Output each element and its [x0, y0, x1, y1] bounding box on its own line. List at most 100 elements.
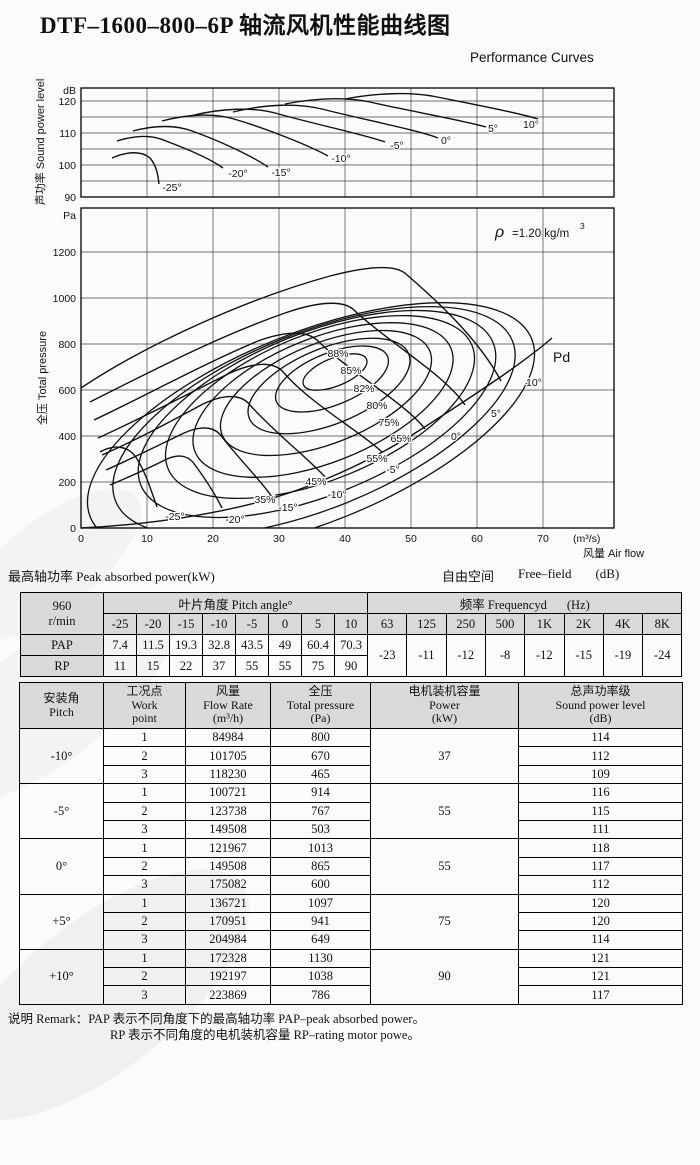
pitch-col: -20 — [136, 613, 170, 635]
angle-label: -20° — [225, 514, 244, 526]
rp-value: 75 — [301, 655, 335, 677]
pitch-cell: +5° — [19, 893, 104, 950]
pap-value: 70.3 — [333, 634, 369, 656]
freq-col: 500 — [484, 613, 526, 635]
rp-label: RP — [20, 655, 104, 677]
y-tick: 120 — [58, 96, 76, 108]
angle-label: 5° — [491, 408, 501, 420]
pitch-col: -10 — [202, 613, 236, 635]
flow-value: 136721 — [185, 893, 271, 913]
frequency-header-unit: (Hz) — [566, 597, 590, 612]
pap-label: PAP — [20, 634, 104, 656]
curve-label: 0° — [441, 135, 451, 147]
table-row: 3 149508 503 111 — [20, 819, 683, 840]
pressure-flow-chart: Pa 1200 1000 800 600 400 200 0 全压 Total … — [35, 207, 644, 560]
rp-value: 90 — [333, 655, 369, 677]
work-point: 3 — [103, 819, 186, 840]
work-point: 3 — [103, 985, 186, 1005]
pitch-angle-curves — [81, 266, 502, 509]
x-tick: 10 — [141, 533, 153, 545]
curve-label: -25° — [162, 182, 181, 194]
work-point: 2 — [103, 856, 186, 877]
flow-value: 204984 — [185, 930, 271, 950]
efficiency-contours — [86, 302, 536, 528]
x-tick: 50 — [405, 533, 417, 545]
curve-label: -15° — [271, 167, 290, 179]
pitch-cell: +10° — [19, 948, 104, 1005]
flow-value: 84984 — [185, 727, 271, 748]
eff-label: 65% — [390, 433, 411, 445]
curve-label: -10° — [331, 153, 350, 165]
density-symbol: ρ — [494, 224, 504, 241]
angle-label: -15° — [278, 502, 297, 514]
work-point: 2 — [103, 801, 186, 821]
eff-label: 45% — [305, 476, 326, 488]
pressure-value: 1013 — [270, 838, 371, 858]
flow-value: 170951 — [185, 911, 271, 932]
table-row: 2 123738 767 115 — [20, 801, 683, 821]
pap-value: 11.5 — [136, 634, 170, 656]
table-row: 2 101705 670 112 — [20, 746, 683, 766]
work-point: 1 — [103, 948, 186, 969]
freq-value: -12 — [445, 634, 486, 677]
freq-col: 250 — [445, 613, 486, 635]
pressure-value: 800 — [270, 727, 371, 748]
x-tick: 30 — [273, 533, 285, 545]
working-points-table: 安装角 Pitch 工况点 Work point 风量 Flow Rate (m³/h) … — [19, 682, 683, 1005]
flow-value: 100721 — [185, 783, 271, 803]
header-power: 电机装机容量 Power (kW) — [370, 682, 519, 729]
freq-value: -15 — [563, 634, 604, 677]
table-row: 2 149508 865 117 — [20, 856, 683, 877]
work-point: 2 — [103, 911, 186, 932]
flow-value: 149508 — [185, 819, 271, 840]
pressure-value: 649 — [270, 930, 371, 950]
eff-label: 80% — [366, 400, 387, 412]
angle-label: 0° — [451, 431, 461, 443]
power-cell: 37 — [370, 727, 519, 785]
free-field-unit: (dB) — [595, 566, 620, 581]
table-row: -5° 1 100721 914 55 116 — [19, 783, 683, 840]
free-field-note: 自由空间 Free–field (dB) — [442, 566, 619, 585]
page-title: DTF–1600–800–6P 轴流风机性能曲线图 — [40, 13, 451, 38]
eff-label: 85% — [340, 365, 361, 377]
y-tick: 800 — [58, 339, 76, 351]
sound-value: 118 — [518, 838, 683, 858]
angle-label: 10° — [526, 377, 542, 389]
x-tick: 0 — [78, 533, 84, 545]
pressure-value: 465 — [270, 764, 371, 785]
pitch-col: 10 — [333, 613, 369, 635]
y-tick: 90 — [64, 192, 76, 204]
angle-label: -25° — [165, 511, 184, 523]
sound-value: 117 — [518, 985, 683, 1005]
freq-value: -19 — [602, 634, 644, 677]
y-tick: 1200 — [53, 247, 77, 259]
rpm-value: 960 — [52, 598, 72, 613]
dynamic-pressure-curve — [80, 337, 553, 529]
freq-col: 125 — [406, 613, 447, 635]
rp-value: 55 — [268, 655, 302, 677]
pressure-value: 941 — [270, 911, 371, 932]
remark-line-2: RP 表示不同角度的电机装机容量 RP–rating motor powe。 — [110, 1028, 420, 1042]
power-cell: 55 — [370, 838, 519, 895]
y-tick: 200 — [58, 477, 76, 489]
y-tick: 600 — [58, 385, 76, 397]
y-tick: 1000 — [53, 293, 77, 305]
curve-label: -20° — [228, 168, 247, 180]
pitch-angle-header: 叶片角度 Pitch angle° — [102, 592, 369, 614]
sound-value: 114 — [518, 930, 683, 950]
x-tick: 40 — [339, 533, 351, 545]
flow-value: 223869 — [185, 985, 271, 1005]
pressure-value: 1038 — [270, 967, 371, 987]
sound-value: 116 — [518, 783, 683, 803]
sound-power-chart: dB 120 110 100 90 声功率 Sound power level … — [33, 79, 615, 205]
x-tick: 20 — [207, 533, 219, 545]
density-superscript: 3 — [580, 221, 585, 231]
eff-label: 75% — [378, 417, 399, 429]
table-row: -25 -20 -15 -10 -5 0 5 10 63 125 250 500… — [21, 613, 683, 635]
sound-value: 112 — [518, 746, 683, 766]
sound-value: 117 — [518, 856, 683, 877]
pitch-col: 5 — [301, 613, 335, 635]
rpm-cell: 960 r/min — [20, 592, 104, 635]
eff-label: 88% — [327, 348, 348, 360]
flow-value: 123738 — [185, 801, 271, 821]
